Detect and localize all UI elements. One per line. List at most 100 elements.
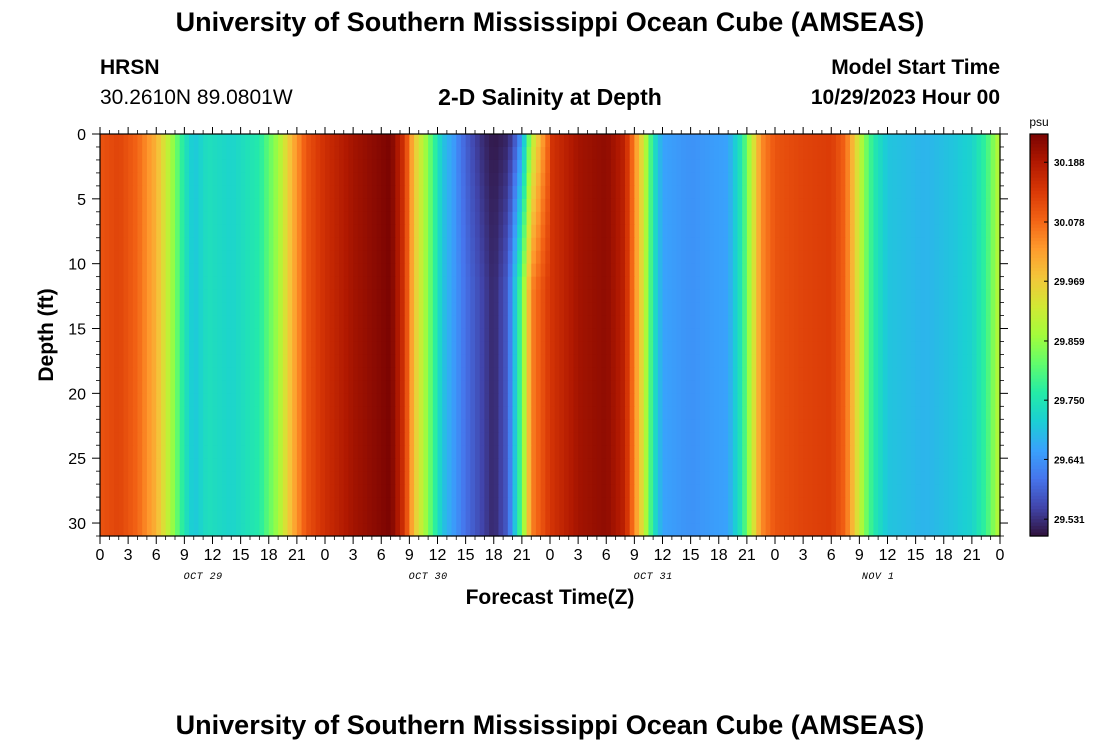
heatmap-cell	[662, 250, 668, 265]
heatmap-cell	[915, 367, 921, 381]
heatmap-cell	[381, 354, 387, 369]
heatmap-cell	[400, 211, 406, 226]
heatmap-cell	[329, 367, 335, 381]
heatmap-cell	[610, 445, 617, 459]
heatmap-cell	[976, 263, 982, 278]
heatmap-cell	[943, 198, 950, 213]
heatmap-cell	[807, 263, 814, 278]
heatmap-cell	[873, 367, 879, 381]
heatmap-cell	[882, 341, 889, 356]
heatmap-cell	[250, 185, 256, 200]
heatmap-cell	[756, 432, 762, 446]
heatmap-cell	[957, 458, 964, 472]
heatmap-cell	[765, 146, 771, 161]
heatmap-cell	[610, 276, 617, 291]
heatmap-cell	[995, 237, 1001, 252]
heatmap-cell	[868, 224, 875, 239]
heatmap-cell	[109, 263, 115, 278]
heatmap-cell	[592, 302, 598, 317]
heatmap-cell	[184, 237, 190, 252]
heatmap-cell	[906, 134, 912, 148]
heatmap-cell	[479, 406, 485, 420]
heatmap-cell	[400, 185, 406, 200]
heatmap-cell	[395, 289, 401, 304]
heatmap-cell	[146, 185, 153, 200]
heatmap-cell	[667, 250, 673, 265]
heatmap-cell	[160, 328, 167, 343]
heatmap-cell	[676, 315, 682, 330]
heatmap-cell	[789, 302, 795, 317]
heatmap-cell	[512, 159, 518, 174]
heatmap-cell	[770, 341, 776, 356]
heatmap-cell	[573, 458, 579, 472]
heatmap-cell	[428, 328, 434, 343]
heatmap-cell	[404, 250, 410, 265]
heatmap-cell	[910, 302, 917, 317]
heatmap-cell	[648, 146, 654, 161]
heatmap-cell	[807, 224, 814, 239]
heatmap-cell	[142, 302, 148, 317]
heatmap-cell	[775, 224, 781, 239]
heatmap-cell	[985, 315, 992, 330]
heatmap-cell	[882, 406, 889, 420]
heatmap-cell	[845, 276, 851, 291]
heatmap-cell	[156, 146, 162, 161]
heatmap-cell	[118, 276, 125, 291]
heatmap-cell	[728, 458, 734, 472]
heatmap-cell	[414, 172, 420, 187]
heatmap-cell	[353, 172, 359, 187]
heatmap-cell	[676, 237, 682, 252]
heatmap-cell	[643, 198, 650, 213]
heatmap-cell	[517, 134, 523, 148]
heatmap-cell	[835, 134, 842, 148]
heatmap-cell	[390, 237, 396, 252]
heatmap-cell	[123, 419, 129, 433]
heatmap-cell	[142, 185, 148, 200]
heatmap-cell	[540, 380, 546, 394]
heatmap-cell	[653, 198, 659, 213]
heatmap-cell	[690, 134, 696, 148]
heatmap-cell	[264, 328, 270, 343]
heatmap-cell	[245, 172, 251, 187]
heatmap-cell	[704, 406, 710, 420]
heatmap-cell	[353, 354, 359, 369]
heatmap-cell	[826, 198, 832, 213]
heatmap-cell	[629, 250, 635, 265]
heatmap-cell	[245, 263, 251, 278]
heatmap-cell	[535, 237, 542, 252]
heatmap-cell	[423, 380, 429, 394]
heatmap-cell	[123, 380, 129, 394]
heatmap-cell	[639, 367, 645, 381]
heatmap-cell	[850, 328, 856, 343]
heatmap-cell	[648, 263, 654, 278]
heatmap-cell	[132, 237, 139, 252]
heatmap-cell	[798, 302, 804, 317]
heatmap-cell	[690, 185, 696, 200]
heatmap-cell	[240, 393, 246, 407]
heatmap-cell	[723, 432, 729, 446]
heatmap-cell	[245, 328, 251, 343]
heatmap-cell	[320, 276, 326, 291]
heatmap-cell	[606, 328, 612, 343]
heatmap-cell	[231, 315, 237, 330]
heatmap-cell	[676, 393, 682, 407]
heatmap-cell	[362, 159, 368, 174]
heatmap-cell	[296, 393, 303, 407]
heatmap-cell	[709, 458, 715, 472]
heatmap-cell	[601, 367, 607, 381]
heatmap-cell	[353, 328, 359, 343]
heatmap-cell	[601, 380, 607, 394]
heatmap-cell	[821, 302, 828, 317]
heatmap-cell	[718, 406, 725, 420]
heatmap-cell	[709, 406, 715, 420]
heatmap-cell	[831, 237, 837, 252]
heatmap-cell	[142, 367, 148, 381]
heatmap-cell	[709, 224, 715, 239]
heatmap-cell	[559, 134, 565, 148]
heatmap-cell	[203, 367, 209, 381]
heatmap-cell	[320, 146, 326, 161]
heatmap-cell	[456, 263, 462, 278]
heatmap-cell	[728, 185, 734, 200]
heatmap-cell	[639, 146, 645, 161]
heatmap-cell	[775, 445, 781, 459]
